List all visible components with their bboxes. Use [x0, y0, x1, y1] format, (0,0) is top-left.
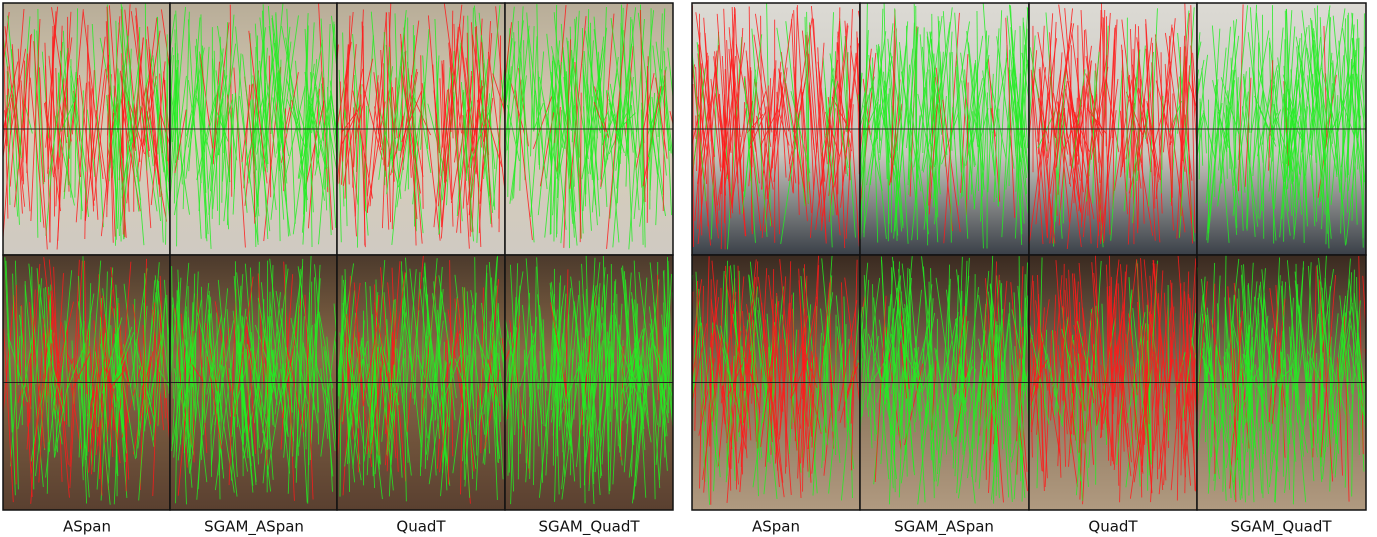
page: ASpan SGAM_ASpan QuadT SGAM_QuadT ASpan … [0, 0, 1377, 537]
image-pair [1016, 3, 1211, 255]
match-line [1127, 18, 1128, 192]
caption: SGAM_ASpan [204, 518, 304, 537]
match-line [1172, 93, 1173, 197]
caption: QuadT [396, 518, 446, 536]
image-pair [334, 255, 517, 510]
match-line [1365, 349, 1377, 480]
image-pair [0, 255, 185, 510]
image-pair [847, 255, 1035, 510]
caption: ASpan [752, 518, 800, 536]
image-pair [848, 3, 1042, 255]
match-line [679, 275, 693, 450]
image-pair [1187, 255, 1377, 510]
image-pair [1182, 3, 1375, 255]
caption: ASpan [63, 518, 111, 536]
image-pair [160, 255, 349, 510]
image-pair [1010, 255, 1203, 510]
image-pair [155, 3, 357, 255]
image-pair [679, 255, 871, 510]
caption: SGAM_QuadT [1230, 518, 1332, 537]
image-pair [679, 3, 877, 255]
caption: SGAM_ASpan [894, 518, 994, 537]
match-line [693, 84, 694, 247]
image-pair [326, 3, 515, 255]
image-pair [0, 3, 180, 255]
image-pair [489, 255, 681, 510]
figure: ASpan SGAM_ASpan QuadT SGAM_QuadT ASpan … [0, 0, 1377, 537]
match-line [829, 108, 830, 147]
caption: SGAM_QuadT [538, 518, 640, 537]
match-line [1215, 109, 1216, 198]
caption: QuadT [1088, 518, 1138, 536]
image-pair [492, 3, 687, 255]
